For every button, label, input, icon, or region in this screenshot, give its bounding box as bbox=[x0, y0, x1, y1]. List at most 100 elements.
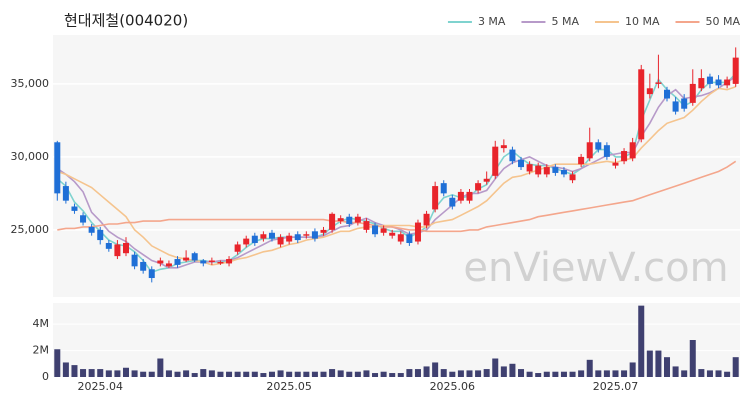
volume-bar bbox=[62, 362, 69, 377]
volume-bar bbox=[698, 369, 705, 377]
volume-bar bbox=[329, 369, 336, 377]
volume-tick-label: 0 bbox=[42, 370, 49, 383]
candle-body bbox=[294, 234, 301, 241]
candle-body bbox=[165, 263, 172, 267]
candle-body bbox=[406, 234, 413, 243]
volume-bar bbox=[311, 371, 318, 377]
candle-body bbox=[200, 260, 207, 264]
volume-bar bbox=[543, 371, 550, 377]
volume-bar bbox=[200, 369, 207, 377]
volume-bar bbox=[414, 369, 421, 377]
candle-body bbox=[114, 244, 121, 257]
volume-bar bbox=[732, 357, 739, 377]
candle-body bbox=[234, 244, 241, 252]
volume-bar bbox=[612, 370, 619, 377]
candle-body bbox=[346, 216, 353, 225]
candle-body bbox=[466, 191, 473, 201]
candle-body bbox=[423, 213, 430, 226]
candle-body bbox=[638, 69, 645, 140]
legend-label: 3 MA bbox=[478, 15, 506, 28]
candle-body bbox=[578, 156, 585, 165]
volume-bar bbox=[526, 371, 533, 377]
candle-body bbox=[372, 225, 379, 235]
candle-body bbox=[251, 235, 258, 243]
candle-body bbox=[500, 145, 507, 149]
x-tick-label: 2025.06 bbox=[430, 380, 476, 393]
volume-bar bbox=[672, 366, 679, 377]
candle-body bbox=[689, 83, 696, 103]
volume-bar bbox=[560, 371, 567, 377]
volume-bar bbox=[97, 369, 104, 377]
candle-body bbox=[655, 82, 662, 84]
volume-bar bbox=[440, 369, 447, 377]
volume-bar bbox=[226, 371, 233, 377]
candle-body bbox=[208, 260, 215, 262]
volume-bar bbox=[260, 373, 267, 377]
volume-tick-label: 2M bbox=[33, 344, 50, 357]
volume-bar bbox=[509, 363, 516, 377]
candle-body bbox=[732, 57, 739, 84]
candle-body bbox=[268, 232, 275, 239]
volume-bar bbox=[457, 370, 464, 377]
candle-body bbox=[646, 88, 653, 95]
candle-body bbox=[560, 170, 567, 175]
volume-bar bbox=[363, 370, 370, 377]
candle-body bbox=[320, 229, 327, 233]
candle-body bbox=[380, 228, 387, 233]
candle-body bbox=[475, 183, 482, 191]
volume-bar bbox=[71, 365, 78, 377]
candle-body bbox=[672, 101, 679, 112]
candle-body bbox=[432, 186, 439, 210]
volume-bar bbox=[174, 371, 181, 377]
volume-bar bbox=[706, 370, 713, 377]
candle-body bbox=[543, 167, 550, 175]
candle-body bbox=[603, 145, 610, 157]
volume-bar bbox=[689, 340, 696, 377]
candle-body bbox=[457, 191, 464, 201]
volume-bar bbox=[715, 370, 722, 377]
volume-bar bbox=[148, 371, 155, 377]
candle-body bbox=[518, 159, 525, 168]
candle-body bbox=[492, 146, 499, 176]
candle-body bbox=[715, 79, 722, 86]
candle-body bbox=[664, 89, 671, 99]
candle-body bbox=[243, 238, 250, 245]
chart-title: 현대제철(004020) bbox=[64, 12, 188, 30]
candle-body bbox=[140, 261, 147, 271]
candle-body bbox=[260, 234, 267, 239]
candle-body bbox=[54, 142, 61, 194]
volume-bar bbox=[518, 369, 525, 377]
ma-line bbox=[57, 160, 737, 233]
volume-bar bbox=[251, 371, 258, 377]
volume-bar bbox=[337, 370, 344, 377]
volume-bar bbox=[475, 370, 482, 377]
candle-body bbox=[277, 237, 284, 245]
volume-bar bbox=[552, 371, 559, 377]
x-tick-label: 2025.04 bbox=[77, 380, 123, 393]
volume-bar bbox=[303, 371, 310, 377]
volume-bar bbox=[586, 359, 593, 377]
volume-bar bbox=[234, 371, 241, 377]
y-tick-label: 25,000 bbox=[11, 223, 50, 236]
volume-bar bbox=[535, 373, 542, 377]
candle-body bbox=[105, 242, 112, 249]
volume-bar bbox=[638, 305, 645, 377]
candle-body bbox=[586, 142, 593, 159]
legend-label: 10 MA bbox=[625, 15, 660, 28]
volume-bar bbox=[397, 373, 404, 377]
legend-label: 5 MA bbox=[551, 15, 579, 28]
candle-body bbox=[183, 257, 190, 261]
volume-bar bbox=[466, 370, 473, 377]
volume-bar bbox=[646, 350, 653, 377]
volume-bar bbox=[294, 371, 301, 377]
volume-bar bbox=[449, 371, 456, 377]
volume-bar bbox=[165, 370, 172, 377]
candle-body bbox=[724, 79, 731, 86]
volume-bar bbox=[88, 369, 95, 377]
candle-body bbox=[414, 222, 421, 242]
volume-panel bbox=[53, 303, 740, 377]
volume-bar bbox=[621, 370, 628, 377]
candle-body bbox=[449, 197, 456, 207]
candle-body bbox=[80, 215, 87, 223]
candle-body bbox=[363, 221, 370, 230]
